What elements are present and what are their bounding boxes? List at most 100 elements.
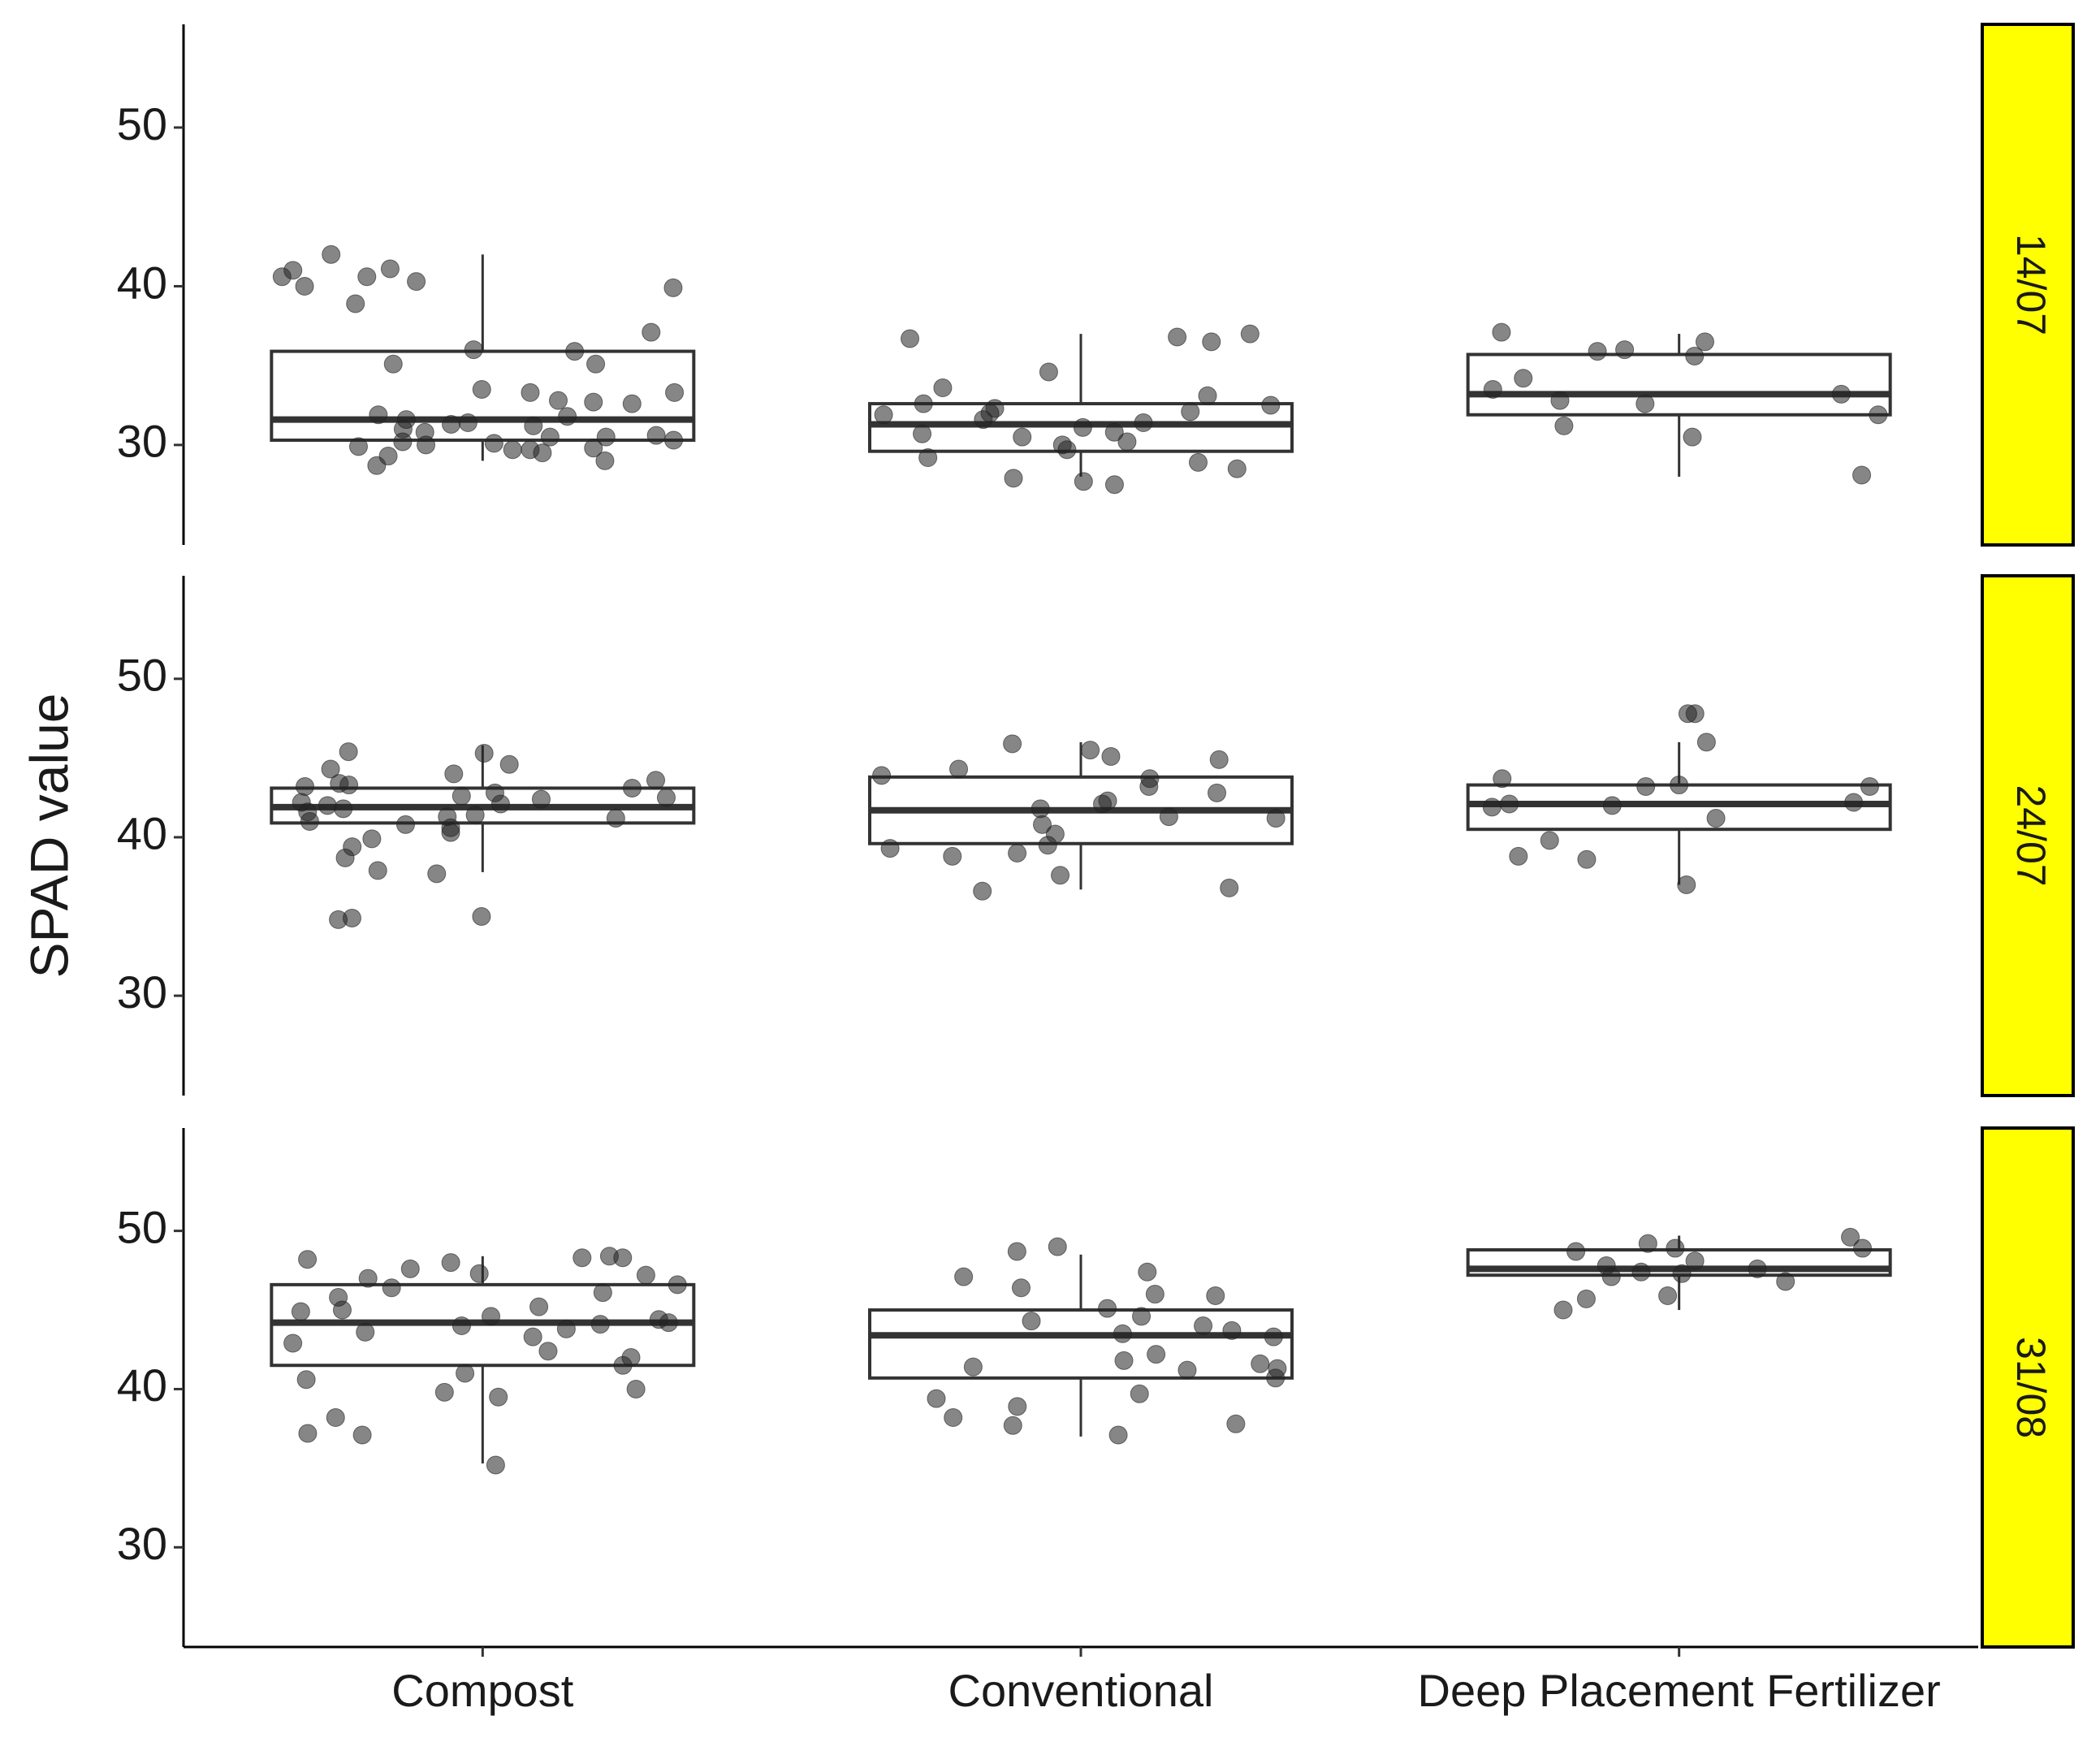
strip-label: 14/07 bbox=[2008, 234, 2054, 335]
point bbox=[357, 267, 377, 287]
point bbox=[1074, 472, 1093, 491]
point bbox=[298, 1424, 318, 1443]
point bbox=[521, 383, 540, 402]
point bbox=[296, 777, 315, 797]
point bbox=[668, 1275, 687, 1295]
point bbox=[367, 456, 387, 475]
point bbox=[1098, 1299, 1117, 1318]
point bbox=[395, 815, 415, 834]
point bbox=[469, 1264, 489, 1283]
y-tick-label: 40 bbox=[117, 1359, 167, 1411]
point bbox=[1588, 342, 1607, 361]
x-tick-label: Conventional bbox=[948, 1665, 1214, 1716]
y-tick-label: 40 bbox=[117, 808, 167, 859]
point bbox=[1220, 878, 1239, 897]
point bbox=[1202, 332, 1221, 352]
point bbox=[642, 322, 661, 342]
point bbox=[318, 796, 337, 815]
point bbox=[339, 742, 358, 762]
point bbox=[452, 786, 471, 806]
point bbox=[1831, 384, 1851, 404]
point bbox=[484, 434, 503, 453]
point bbox=[444, 764, 464, 784]
point bbox=[573, 1248, 592, 1268]
point bbox=[368, 861, 387, 880]
y-tick-label: 40 bbox=[117, 257, 167, 308]
point bbox=[943, 846, 962, 866]
point bbox=[1134, 413, 1153, 433]
point bbox=[1194, 1316, 1213, 1336]
point bbox=[295, 276, 314, 296]
point bbox=[369, 405, 388, 425]
point bbox=[1222, 1321, 1242, 1340]
y-tick-label: 50 bbox=[117, 1201, 167, 1252]
point bbox=[1844, 793, 1864, 812]
point bbox=[1022, 1312, 1041, 1331]
point bbox=[1576, 1289, 1596, 1308]
strip bbox=[1981, 23, 2075, 547]
point bbox=[1101, 746, 1121, 766]
point bbox=[1033, 815, 1052, 834]
point bbox=[1577, 849, 1597, 869]
box bbox=[1466, 352, 1892, 417]
point bbox=[1226, 1414, 1246, 1433]
point bbox=[646, 771, 666, 790]
point bbox=[540, 427, 560, 447]
point bbox=[613, 1355, 633, 1375]
point bbox=[458, 413, 477, 433]
point bbox=[1209, 750, 1229, 769]
point bbox=[1553, 1300, 1573, 1320]
point bbox=[1145, 1285, 1165, 1304]
point bbox=[918, 448, 938, 468]
point bbox=[584, 439, 603, 458]
y-tick-label: 50 bbox=[117, 98, 167, 149]
point bbox=[656, 788, 676, 807]
point bbox=[1188, 452, 1208, 472]
point bbox=[665, 383, 685, 402]
point bbox=[1677, 875, 1696, 894]
point bbox=[613, 1248, 633, 1268]
point bbox=[901, 329, 920, 348]
point bbox=[1003, 1416, 1022, 1435]
point bbox=[329, 910, 348, 929]
point bbox=[1601, 1267, 1621, 1286]
point bbox=[499, 754, 519, 774]
point bbox=[1631, 1262, 1651, 1282]
point bbox=[963, 1357, 983, 1377]
point bbox=[1011, 1278, 1031, 1298]
point bbox=[1550, 391, 1570, 410]
point bbox=[1482, 798, 1502, 817]
point bbox=[1483, 379, 1502, 399]
point bbox=[529, 1297, 549, 1316]
point bbox=[1658, 1286, 1678, 1306]
point bbox=[1168, 327, 1187, 347]
point bbox=[1261, 396, 1281, 415]
strip-label: 24/07 bbox=[2008, 785, 2054, 886]
point bbox=[1672, 1264, 1692, 1283]
point bbox=[383, 354, 403, 374]
y-axis-label: SPAD value bbox=[19, 694, 79, 979]
point bbox=[586, 354, 606, 374]
point bbox=[335, 848, 355, 867]
point bbox=[456, 1364, 475, 1383]
point bbox=[1670, 776, 1689, 795]
point bbox=[434, 1382, 454, 1402]
point bbox=[1264, 1327, 1283, 1346]
point bbox=[558, 407, 577, 426]
point bbox=[393, 432, 413, 452]
point bbox=[1008, 843, 1027, 862]
point bbox=[538, 1342, 558, 1361]
point bbox=[339, 776, 359, 795]
point bbox=[595, 451, 615, 470]
point bbox=[407, 272, 426, 292]
point bbox=[1007, 1242, 1026, 1261]
point bbox=[1509, 846, 1528, 866]
point bbox=[298, 1250, 318, 1269]
point bbox=[933, 378, 953, 398]
point bbox=[872, 766, 892, 785]
y-tick-label: 30 bbox=[117, 966, 167, 1018]
point bbox=[584, 392, 603, 412]
point bbox=[874, 405, 893, 425]
point bbox=[1130, 1384, 1149, 1403]
point bbox=[1776, 1272, 1795, 1291]
